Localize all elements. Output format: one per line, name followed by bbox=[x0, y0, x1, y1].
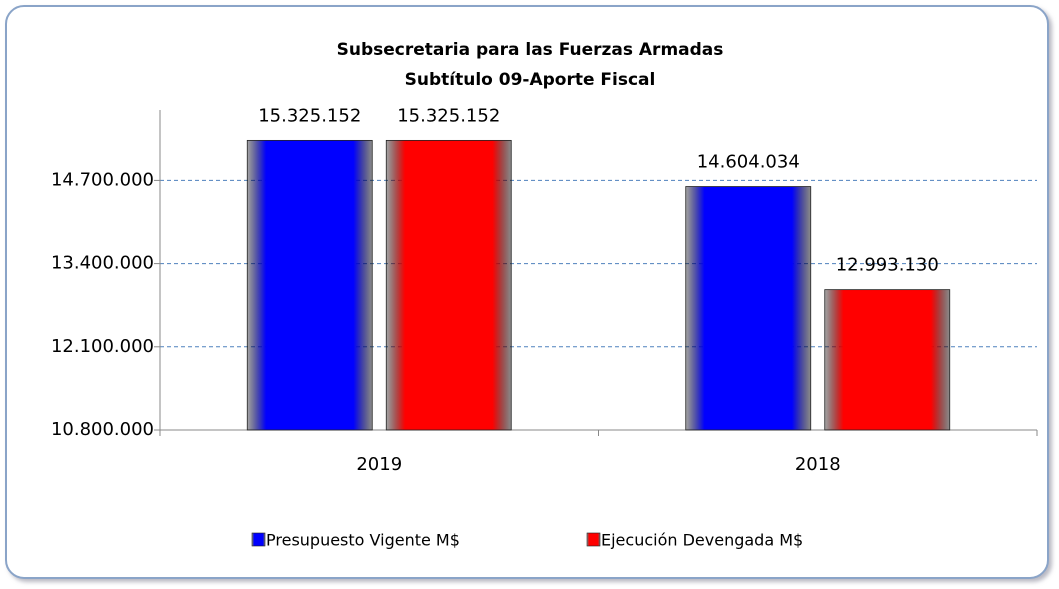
y-tick-label: 14.700.000 bbox=[51, 169, 154, 190]
value-label: 15.325.152 bbox=[258, 105, 361, 126]
y-tick-label: 12.100.000 bbox=[51, 336, 154, 357]
legend-swatch bbox=[586, 532, 601, 547]
value-label: 15.325.152 bbox=[397, 105, 500, 126]
x-tick-label: 2019 bbox=[356, 454, 402, 475]
bar bbox=[385, 139, 512, 431]
value-label: 14.604.034 bbox=[697, 152, 800, 173]
value-label: 12.993.130 bbox=[836, 255, 939, 276]
x-tick-label: 2018 bbox=[795, 454, 841, 475]
y-tick-label: 10.800.000 bbox=[51, 419, 154, 440]
legend-swatch bbox=[251, 532, 266, 547]
bar bbox=[246, 139, 373, 431]
legend-label: Ejecución Devengada M$ bbox=[601, 531, 803, 550]
bar bbox=[824, 289, 951, 431]
chart-subtitle: Subtítulo 09-Aporte Fiscal bbox=[405, 70, 656, 90]
bar bbox=[685, 186, 812, 431]
legend-label: Presupuesto Vigente M$ bbox=[266, 531, 460, 550]
chart-title: Subsecretaria para las Fuerzas Armadas bbox=[337, 40, 724, 60]
y-tick-label: 13.400.000 bbox=[51, 253, 154, 274]
